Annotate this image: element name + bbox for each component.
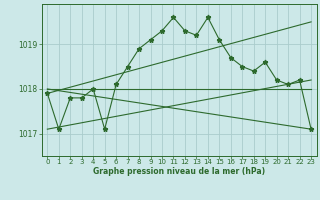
X-axis label: Graphe pression niveau de la mer (hPa): Graphe pression niveau de la mer (hPa) xyxy=(93,167,265,176)
